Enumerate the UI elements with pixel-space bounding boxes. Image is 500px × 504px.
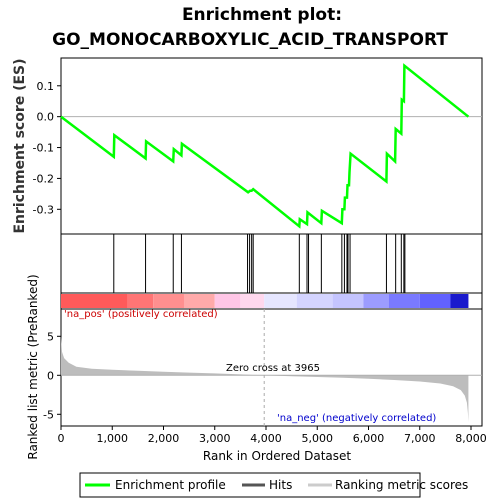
heat-segment [61, 294, 128, 308]
hits-panel [60, 233, 483, 294]
x-axis-label: Rank in Ordered Dataset [203, 449, 351, 463]
rank-y-ticks: 5 0 -5 [43, 330, 61, 421]
heat-segment [127, 294, 154, 308]
es-y-tick-label: -0.3 [33, 203, 54, 216]
na-neg-label: 'na_neg' (negatively correlated) [277, 413, 436, 424]
x-tick-label: 1,000 [97, 432, 129, 445]
legend-hits-label: Hits [269, 478, 292, 492]
es-y-ticks: 0.1 0.0 -0.1 -0.2 -0.3 [33, 80, 61, 216]
enrichment-profile-line [60, 63, 470, 229]
chart-title-line1: Enrichment plot: [182, 5, 342, 25]
es-y-axis-label: Enrichment score (ES) [12, 58, 28, 233]
heat-segment [184, 294, 215, 308]
heat-segment [240, 294, 265, 308]
x-tick-label: 5,000 [302, 432, 334, 445]
heat-segments [61, 294, 469, 308]
rank-panel: 5 0 -5 'na_pos' (positively correlated) 'n… [26, 274, 483, 460]
rank-y-tick-label: -5 [43, 408, 54, 421]
heat-panel [60, 292, 483, 310]
rank-y-tick-label: 0 [47, 369, 54, 382]
hits-panel-frame [60, 233, 483, 294]
chart-title-line2: GO_MONOCARBOXYLIC_ACID_TRANSPORT [52, 30, 448, 50]
x-tick-label: 8,000 [455, 432, 487, 445]
es-y-tick-label: -0.1 [33, 142, 54, 155]
heat-segment [332, 294, 364, 308]
es-panel-frame [60, 57, 483, 235]
legend: Enrichment profile Hits Ranking metric s… [79, 472, 468, 498]
x-tick-label: 3,000 [199, 432, 231, 445]
heat-segment [450, 294, 469, 308]
x-ticks: 0 1,000 2,000 3,000 4,000 5,000 6,000 7,000 8,00… [58, 426, 487, 445]
ranking-metric-area [61, 336, 469, 423]
x-tick-label: 6,000 [353, 432, 385, 445]
legend-enrichment-label: Enrichment profile [115, 478, 226, 492]
es-panel: 0.1 0.0 -0.1 -0.2 -0.3 Enrichment score (ES) [12, 57, 483, 235]
x-tick-label: 7,000 [404, 432, 436, 445]
zero-cross-label: Zero cross at 3965 [226, 363, 320, 374]
legend-metric-label: Ranking metric scores [335, 478, 468, 492]
rank-y-tick-label: 5 [47, 330, 54, 343]
es-y-tick-label: -0.2 [33, 172, 54, 185]
heat-segment [264, 294, 297, 308]
es-y-tick-label: 0.1 [37, 80, 55, 93]
heat-segment [296, 294, 333, 308]
na-pos-label: 'na_pos' (positively correlated) [64, 309, 218, 320]
heat-segment [363, 294, 389, 308]
hit-lines [113, 234, 406, 293]
heat-segment [214, 294, 241, 308]
heat-segment [153, 294, 184, 308]
heat-segment [419, 294, 451, 308]
heat-segment [389, 294, 420, 308]
rank-panel-frame [60, 308, 483, 427]
x-tick-label: 2,000 [148, 432, 180, 445]
x-axis: 0 1,000 2,000 3,000 4,000 5,000 6,000 7,000 8,00… [58, 426, 487, 463]
x-tick-label: 0 [58, 432, 65, 445]
es-y-tick-label: 0.0 [37, 111, 55, 124]
rank-y-axis-label: Ranked list metric (PreRanked) [26, 274, 40, 459]
x-tick-label: 4,000 [250, 432, 282, 445]
